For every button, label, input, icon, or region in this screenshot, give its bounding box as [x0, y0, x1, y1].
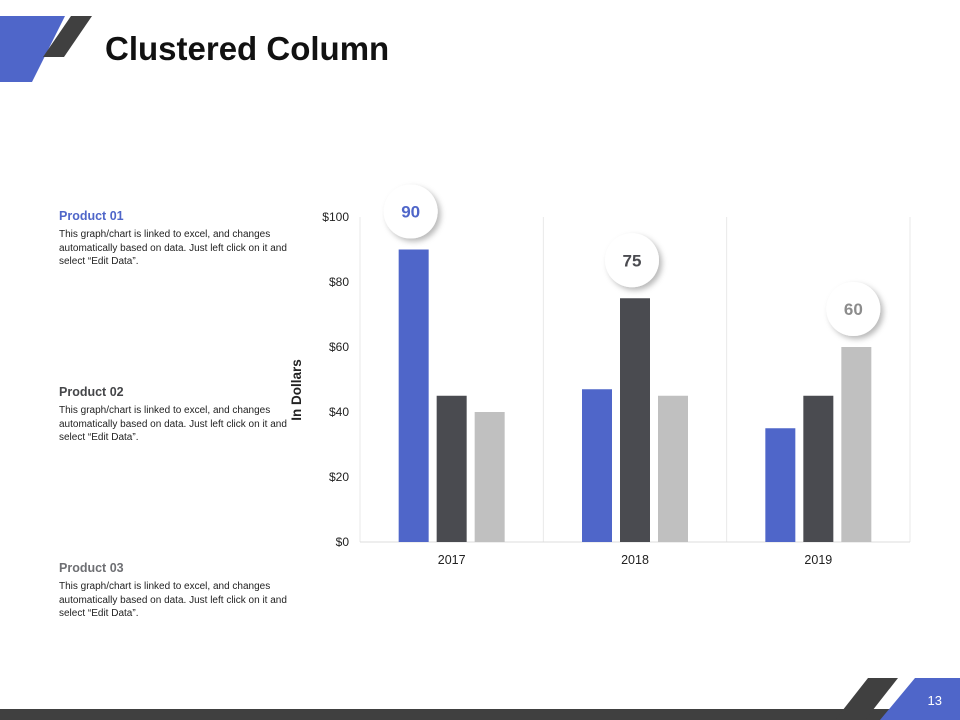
page-title: Clustered Column: [105, 30, 390, 67]
bar: [436, 395, 467, 542]
bar: [841, 347, 872, 542]
product-name: Product 03: [59, 561, 124, 575]
y-tick-label: $40: [329, 405, 349, 419]
y-tick-label: $100: [322, 210, 349, 224]
dark-parallelogram: [43, 16, 92, 57]
product-description: This graph/chart is linked to excel, and…: [59, 229, 287, 267]
y-tick-label: $0: [336, 535, 350, 549]
product-block: Product 03 This graph/chart is linked to…: [59, 561, 289, 621]
bar: [765, 428, 796, 542]
footer-bar: [0, 709, 960, 720]
value-callout-bubble: [605, 233, 659, 288]
product-name: Product 01: [59, 209, 124, 223]
product-description: This graph/chart is linked to excel, and…: [59, 581, 287, 619]
y-tick-label: $80: [329, 275, 349, 289]
product-name: Product 02: [59, 385, 124, 399]
y-tick-label: $20: [329, 470, 349, 484]
bar: [803, 395, 834, 542]
product-description: This graph/chart is linked to excel, and…: [59, 405, 287, 443]
blue-parallelogram: [0, 16, 65, 82]
footer-dark-slant: [835, 678, 898, 720]
value-callout-bubble: [383, 184, 438, 239]
value-callout-label: 60: [844, 300, 863, 319]
x-tick-label: 2017: [438, 553, 466, 567]
bar: [474, 412, 505, 542]
bar: [658, 395, 688, 542]
product-block: Product 01 This graph/chart is linked to…: [59, 209, 289, 269]
bar: [620, 298, 650, 542]
value-callout-bubble: [826, 282, 881, 336]
footer-blue-tab: [880, 678, 960, 720]
x-tick-label: 2018: [621, 553, 649, 567]
header-decoration: [0, 16, 92, 82]
product-block: Product 02 This graph/chart is linked to…: [59, 385, 289, 445]
bar: [582, 389, 612, 542]
page-number: 13: [927, 693, 942, 708]
y-tick-label: $60: [329, 340, 349, 354]
clustered-column-chart: $0 $20 $40 $60 $80 $100 In Dollars 2017 2018 2019…: [289, 184, 911, 567]
value-callout-label: 75: [623, 251, 642, 270]
bar: [398, 249, 429, 542]
x-tick-label: 2019: [804, 553, 832, 567]
y-axis-title: In Dollars: [289, 359, 304, 421]
value-callout-label: 90: [401, 203, 420, 222]
